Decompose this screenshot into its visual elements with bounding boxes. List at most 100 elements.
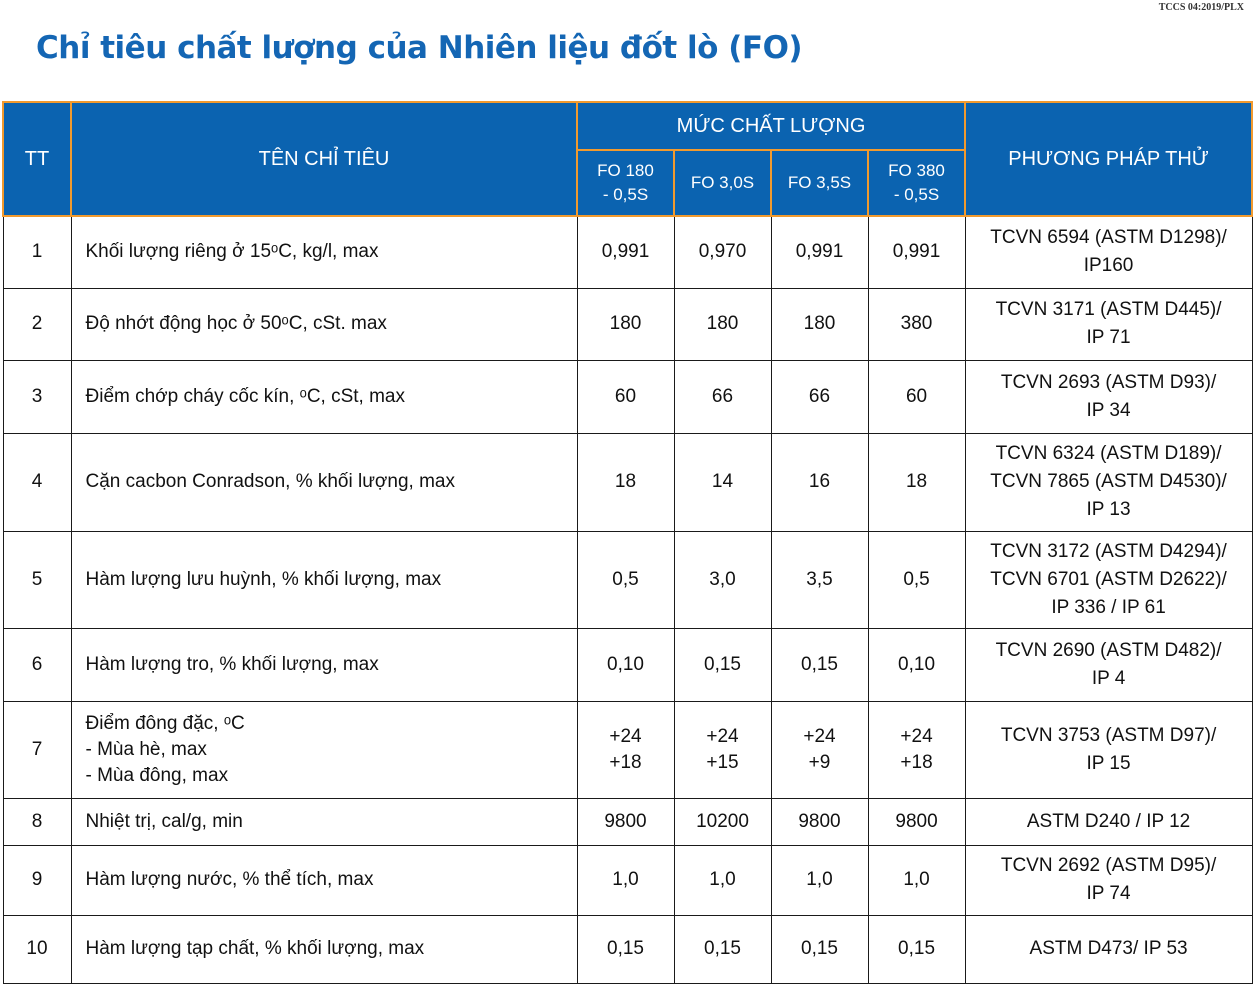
table-row: 8 Nhiệt trị, cal/g, min 9800 10200 9800 9800 A… [2,797,1253,846]
table-body: 1 Khối lượng riêng ở 15ᵒC, kg/l, max 0,991… [2,215,1253,984]
test-method-line: TCVN 2690 (ASTM D482)/ [995,639,1222,661]
test-method: TCVN 3172 (ASTM D4294)/ TCVN 6701 (ASTM D… [964,530,1253,629]
value-cell: +24 +18 [576,700,675,799]
value-cell: 18 [576,432,675,532]
col-header-quality: MỨC CHẤT LƯỢNG [575,101,967,151]
row-number: 2 [2,287,72,361]
test-method-line: IP 15 [1086,752,1131,774]
criterion-name: Hàm lượng nước, % thể tích, max [70,844,578,916]
col-header-method: PHƯƠNG PHÁP THỬ [964,101,1254,217]
grade-header-fo380: FO 380 - 0,5S [866,149,967,217]
value-cell: 0,970 [673,215,772,289]
value-cell: 180 [770,287,869,361]
table-row: 4 Cặn cacbon Conradson, % khối lượng, max… [2,432,1253,532]
value-cell: 9800 [770,797,869,846]
grade-label-line: - 0,5S [602,185,649,204]
value-cell: 380 [867,287,966,361]
grade-label-line: FO 180 [597,161,654,180]
value-cell: 0,15 [770,914,869,984]
value-cell: 0,991 [770,215,869,289]
test-method-line: IP 71 [1086,327,1131,348]
value-cell: 0,5 [576,530,675,629]
test-method: TCVN 3171 (ASTM D445)/ IP 71 [964,287,1253,361]
value-cell: 0,991 [867,215,966,289]
test-method: TCVN 2690 (ASTM D482)/ IP 4 [964,627,1253,702]
criterion-name: Điểm chớp cháy cốc kín, ᵒC, cSt, max [70,359,578,434]
page-title: Chỉ tiêu chất lượng của Nhiên liệu đốt l… [36,30,803,66]
row-number: 6 [2,627,72,702]
test-method-line: IP 74 [1086,883,1131,904]
value-cell: 0,15 [576,914,675,984]
value-cell: 1,0 [867,844,966,916]
row-number: 8 [2,797,72,846]
test-method-line: TCVN 7865 (ASTM D4530)/ [990,471,1227,492]
value-cell: 9800 [576,797,675,846]
value-cell: +24 +18 [867,700,966,799]
table-row: 7 Điểm đông đặc, ᵒC - Mùa hè, max - Mùa đôn… [2,700,1253,799]
col-header-tt: TT [2,101,72,217]
criterion-name-line: Độ nhớt động học ở 50ᵒC, cSt. max [85,313,387,334]
test-method-line: IP 336 / IP 61 [1051,596,1166,618]
value-cell: 1,0 [770,844,869,916]
test-method: TCVN 3753 (ASTM D97)/ IP 15 [964,700,1253,799]
criterion-name-line: Hàm lượng lưu huỳnh, % khối lượng, max [85,568,442,590]
grade-header-row: FO 180 - 0,5S FO 3,0S FO 3,5S FO 380 - 0… [3,149,1252,217]
value-cell: 16 [770,432,869,532]
table-row: 9 Hàm lượng nước, % thể tích, max 1,0 1,0 1,… [2,844,1253,916]
criterion-name-line: Điểm chớp cháy cốc kín, ᵒC, cSt, max [85,385,406,407]
criterion-name: Độ nhớt động học ở 50ᵒC, cSt. max [70,287,578,361]
value-cell: 60 [867,359,966,434]
row-number: 10 [2,914,72,984]
test-method-line: TCVN 6594 (ASTM D1298)/ [990,227,1227,249]
table-row: 10 Hàm lượng tạp chất, % khối lượng, max 0… [2,914,1253,984]
test-method-line: IP 34 [1086,399,1131,421]
criterion-name-line: Nhiệt trị, cal/g, min [85,810,243,832]
criterion-name: Khối lượng riêng ở 15ᵒC, kg/l, max [70,215,578,289]
value-cell: 66 [770,359,869,434]
test-method-line: TCVN 3753 (ASTM D97)/ [1000,724,1217,746]
value-cell: 1,0 [576,844,675,916]
value-cell: 3,0 [673,530,772,629]
grade-label-line: - 0,5S [893,185,940,204]
test-method-line: TCVN 2692 (ASTM D95)/ [1000,855,1217,876]
table-row: 5 Hàm lượng lưu huỳnh, % khối lượng, max 0… [2,530,1253,629]
grade-label-line: FO 380 [888,161,945,180]
value-cell: 0,15 [867,914,966,984]
grade-label-line: FO 3,0S [690,173,755,192]
value-cell: 3,5 [770,530,869,629]
criterion-name-line: Điểm đông đặc, ᵒC [85,712,245,734]
row-number: 5 [2,530,72,629]
value-cell: +24 +9 [770,700,869,799]
criterion-name: Điểm đông đặc, ᵒC - Mùa hè, max - Mùa đông… [70,700,578,799]
criterion-name-line: - Mùa đông, max [85,764,229,786]
test-method-line: ASTM D473/ IP 53 [1029,938,1188,959]
test-method: TCVN 2693 (ASTM D93)/ IP 34 [964,359,1253,434]
test-method: TCVN 2692 (ASTM D95)/ IP 74 [964,844,1253,916]
test-method-line: TCVN 6324 (ASTM D189)/ [995,443,1222,464]
col-header-name: TÊN CHỈ TIÊU [70,101,578,217]
criterion-name-line: Khối lượng riêng ở 15ᵒC, kg/l, max [85,241,379,263]
grade-header-fo35: FO 3,5S [770,149,869,217]
value-cell: 180 [673,287,772,361]
row-number: 1 [2,215,72,289]
test-method: ASTM D240 / IP 12 [964,797,1253,846]
test-method-line: IP160 [1083,255,1134,277]
row-number: 7 [2,700,72,799]
value-cell: 0,5 [867,530,966,629]
value-cell: 0,15 [673,627,772,702]
table-row: 2 Độ nhớt động học ở 50ᵒC, cSt. max 180 180… [2,287,1253,361]
criterion-name: Hàm lượng tro, % khối lượng, max [70,627,578,702]
value-cell: 0,991 [576,215,675,289]
table-row: 6 Hàm lượng tro, % khối lượng, max 0,10 0,1… [2,627,1253,702]
criterion-name-line: Cặn cacbon Conradson, % khối lượng, max [85,471,455,492]
value-cell: 60 [576,359,675,434]
value-cell: 0,15 [673,914,772,984]
value-cell: 180 [576,287,675,361]
test-method: ASTM D473/ IP 53 [964,914,1253,984]
grade-header-fo180: FO 180 - 0,5S [576,149,675,217]
value-cell: 66 [673,359,772,434]
value-cell: 14 [673,432,772,532]
criterion-name-line: Hàm lượng nước, % thể tích, max [85,869,374,890]
row-number: 3 [2,359,72,434]
test-method-line: IP 13 [1086,499,1131,520]
